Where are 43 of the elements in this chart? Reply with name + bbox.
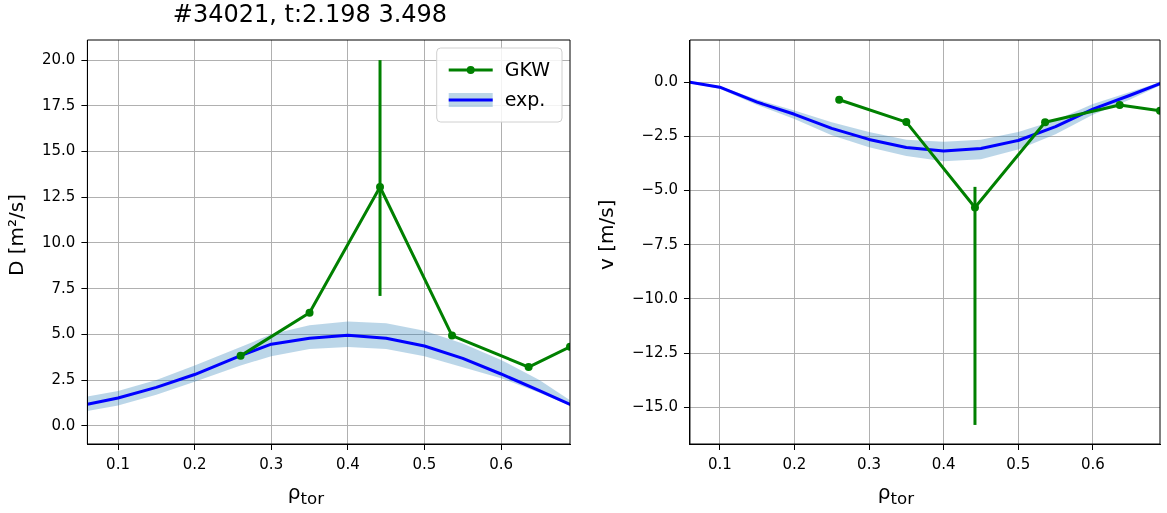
- y-tick-label: 5.0: [51, 324, 76, 343]
- x-tick-label: 0.2: [182, 454, 207, 473]
- x-tick-label: 0.3: [857, 454, 881, 473]
- y-tick-label: 12.5: [41, 187, 76, 206]
- y-tick-label: −12.5: [632, 342, 678, 361]
- y-tick-label: 2.5: [51, 369, 76, 388]
- y-tick-label: −2.5: [641, 126, 678, 145]
- y-tick-label: −15.0: [632, 397, 678, 416]
- x-axis-title: ρ$_{tor}$: [286, 480, 326, 508]
- point: [524, 363, 533, 372]
- y-tick-label: 0.0: [654, 72, 678, 91]
- x-tick-label: 0.3: [259, 454, 284, 473]
- x-tick-label: 0.5: [412, 454, 437, 473]
- chart-title: #34021, t:2.198 3.498: [171, 0, 449, 28]
- y-tick-label: 10.0: [41, 232, 76, 251]
- y-tick-label: 0.0: [51, 415, 76, 434]
- legend-label: exp.: [504, 87, 546, 110]
- x-tick-label: 0.1: [106, 454, 130, 473]
- x-axis-title: ρ$_{tor}$: [876, 480, 916, 508]
- x-tick-label: 0.2: [782, 454, 807, 473]
- y-tick-label: −5.0: [641, 180, 678, 199]
- y-axis-title: v [m/s]: [594, 198, 618, 273]
- point: [902, 118, 911, 127]
- x-tick-label: 0.4: [335, 454, 360, 473]
- point: [1041, 118, 1050, 127]
- legend-label: GKW: [504, 57, 551, 80]
- y-axis-title: D [m²/s]: [4, 193, 28, 278]
- point: [448, 331, 457, 340]
- y-tick-label: 7.5: [51, 278, 76, 297]
- y-tick-label: 15.0: [41, 141, 76, 160]
- x-tick-label: 0.5: [1006, 454, 1031, 473]
- y-tick-label: 20.0: [41, 50, 76, 68]
- point: [236, 351, 245, 360]
- point: [835, 95, 844, 104]
- x-tick-label: 0.4: [931, 454, 956, 473]
- x-tick-label: 0.1: [707, 454, 732, 473]
- point: [305, 308, 314, 317]
- y-tick-label: −10.0: [632, 288, 678, 307]
- point: [1115, 100, 1124, 109]
- y-tick-label: 17.5: [41, 95, 76, 114]
- y-tick-label: −7.5: [641, 234, 678, 253]
- x-tick-label: 0.6: [489, 454, 513, 473]
- x-tick-label: 0.6: [1080, 454, 1105, 473]
